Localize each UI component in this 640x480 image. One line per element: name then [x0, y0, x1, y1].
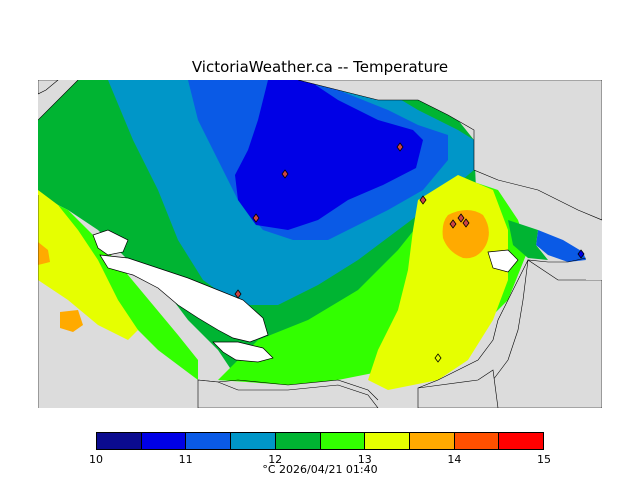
- colorbar-segment: [186, 433, 232, 449]
- units-and-timestamp: °C 2026/04/21 01:40: [262, 463, 378, 476]
- station-marker: [396, 142, 404, 152]
- colorbar-tick-label: 11: [178, 453, 193, 466]
- station-markers: [234, 142, 585, 363]
- station-marker: [234, 289, 242, 299]
- colorbar-tick-label: 13: [357, 453, 372, 466]
- colorbar-segment: [454, 433, 500, 449]
- station-marker: [281, 169, 289, 179]
- station-marker: [577, 249, 585, 259]
- band-13.5-14-west: [60, 310, 83, 332]
- colorbar-tick-label: 12: [268, 453, 283, 466]
- station-marker: [434, 353, 442, 363]
- colorbar-ticks: 10 11 12 13 14 15: [89, 453, 551, 467]
- colorbar-tick-label: 15: [537, 453, 551, 466]
- temperature-colorbar: [96, 432, 544, 450]
- station-marker: [419, 195, 427, 205]
- band-11.5-east-tip: [536, 230, 586, 262]
- map-title: VictoriaWeather.ca -- Temperature: [191, 58, 449, 76]
- water-east-bay: [487, 249, 519, 273]
- colorbar-segment: [275, 433, 321, 449]
- colorbar-segment: [320, 433, 366, 449]
- temperature-contour-map: [38, 80, 602, 408]
- station-marker: [252, 213, 260, 223]
- water-channel: [99, 254, 269, 343]
- band-13-13.5: [38, 190, 138, 340]
- colorbar-segment: [499, 433, 544, 449]
- colorbar-segment: [141, 433, 187, 449]
- colorbar-segment: [231, 433, 276, 449]
- colorbar-tick-label: 10: [89, 453, 103, 466]
- land-mask-east-point: [586, 248, 602, 280]
- land-mask-bottom: [197, 379, 379, 408]
- band-13.5-14-west-edge: [38, 242, 50, 265]
- station-marker: [462, 218, 470, 228]
- station-marker: [457, 213, 465, 223]
- water-inlet-west: [92, 229, 129, 256]
- colorbar-segment: [409, 433, 455, 449]
- land-mask-small-isle: [38, 80, 59, 95]
- colorbar-segment: [365, 433, 410, 449]
- colorbar-segment: [97, 433, 142, 449]
- land-mask-bottom-right: [417, 369, 499, 408]
- band-12-east-tip: [508, 220, 548, 260]
- band-10.5-11: [235, 80, 423, 230]
- colorbar-tick-label: 14: [447, 453, 462, 466]
- station-marker: [449, 219, 457, 229]
- land-mask-top-right-fill: [297, 80, 602, 221]
- water-harbour: [212, 341, 274, 363]
